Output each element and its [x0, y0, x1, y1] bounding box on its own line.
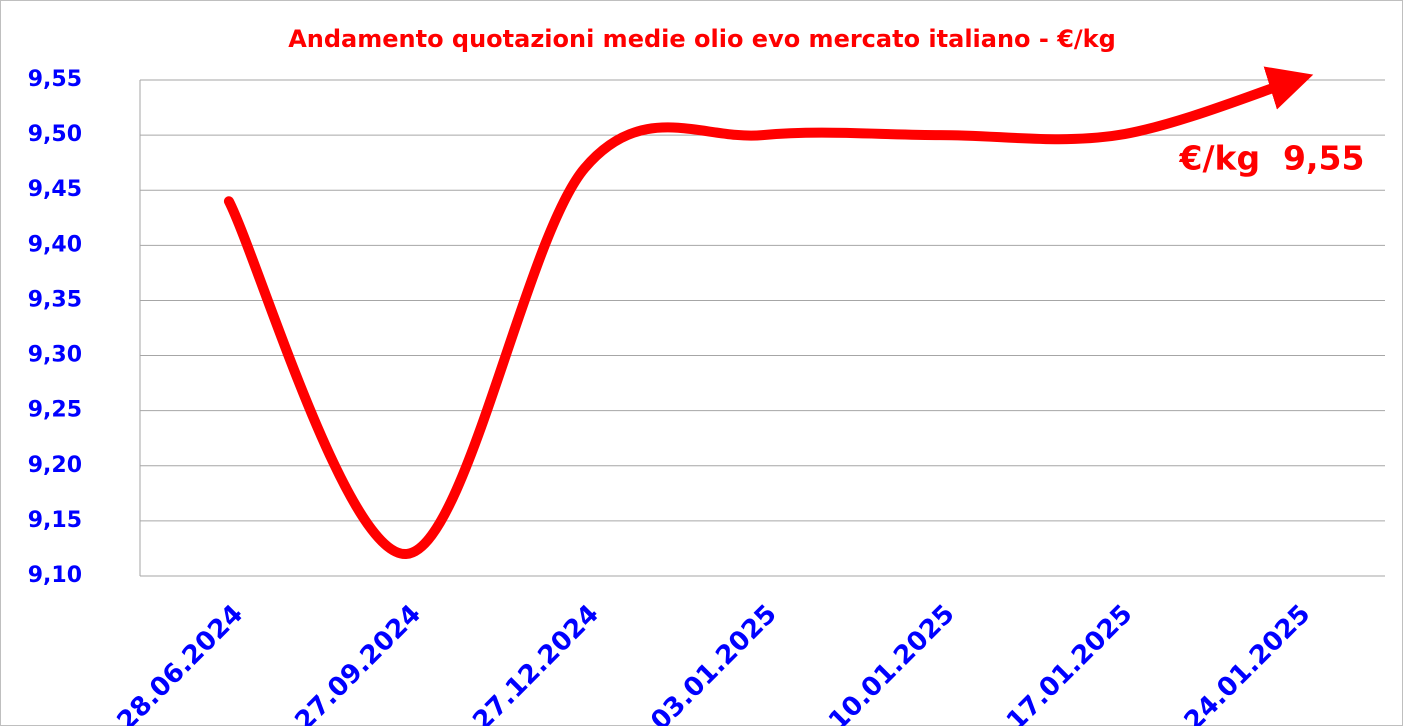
- annotation: €/kg 9,55: [1179, 139, 1365, 178]
- y-tick-label: 9,35: [28, 287, 82, 312]
- y-tick-label: 9,30: [28, 343, 82, 368]
- y-tick-label: 9,55: [28, 67, 82, 92]
- y-tick-label: 9,25: [28, 398, 82, 423]
- y-tick-label: 9,45: [28, 177, 82, 202]
- y-tick-label: 9,40: [28, 232, 82, 257]
- chart-title: Andamento quotazioni medie olio evo merc…: [288, 25, 1116, 53]
- line: [223, 66, 1314, 559]
- y-tick-label: 9,10: [28, 563, 82, 588]
- y-tick-label: 9,20: [28, 453, 82, 478]
- y-tick-label: 9,15: [28, 508, 82, 533]
- y-tick-label: 9,50: [28, 122, 82, 147]
